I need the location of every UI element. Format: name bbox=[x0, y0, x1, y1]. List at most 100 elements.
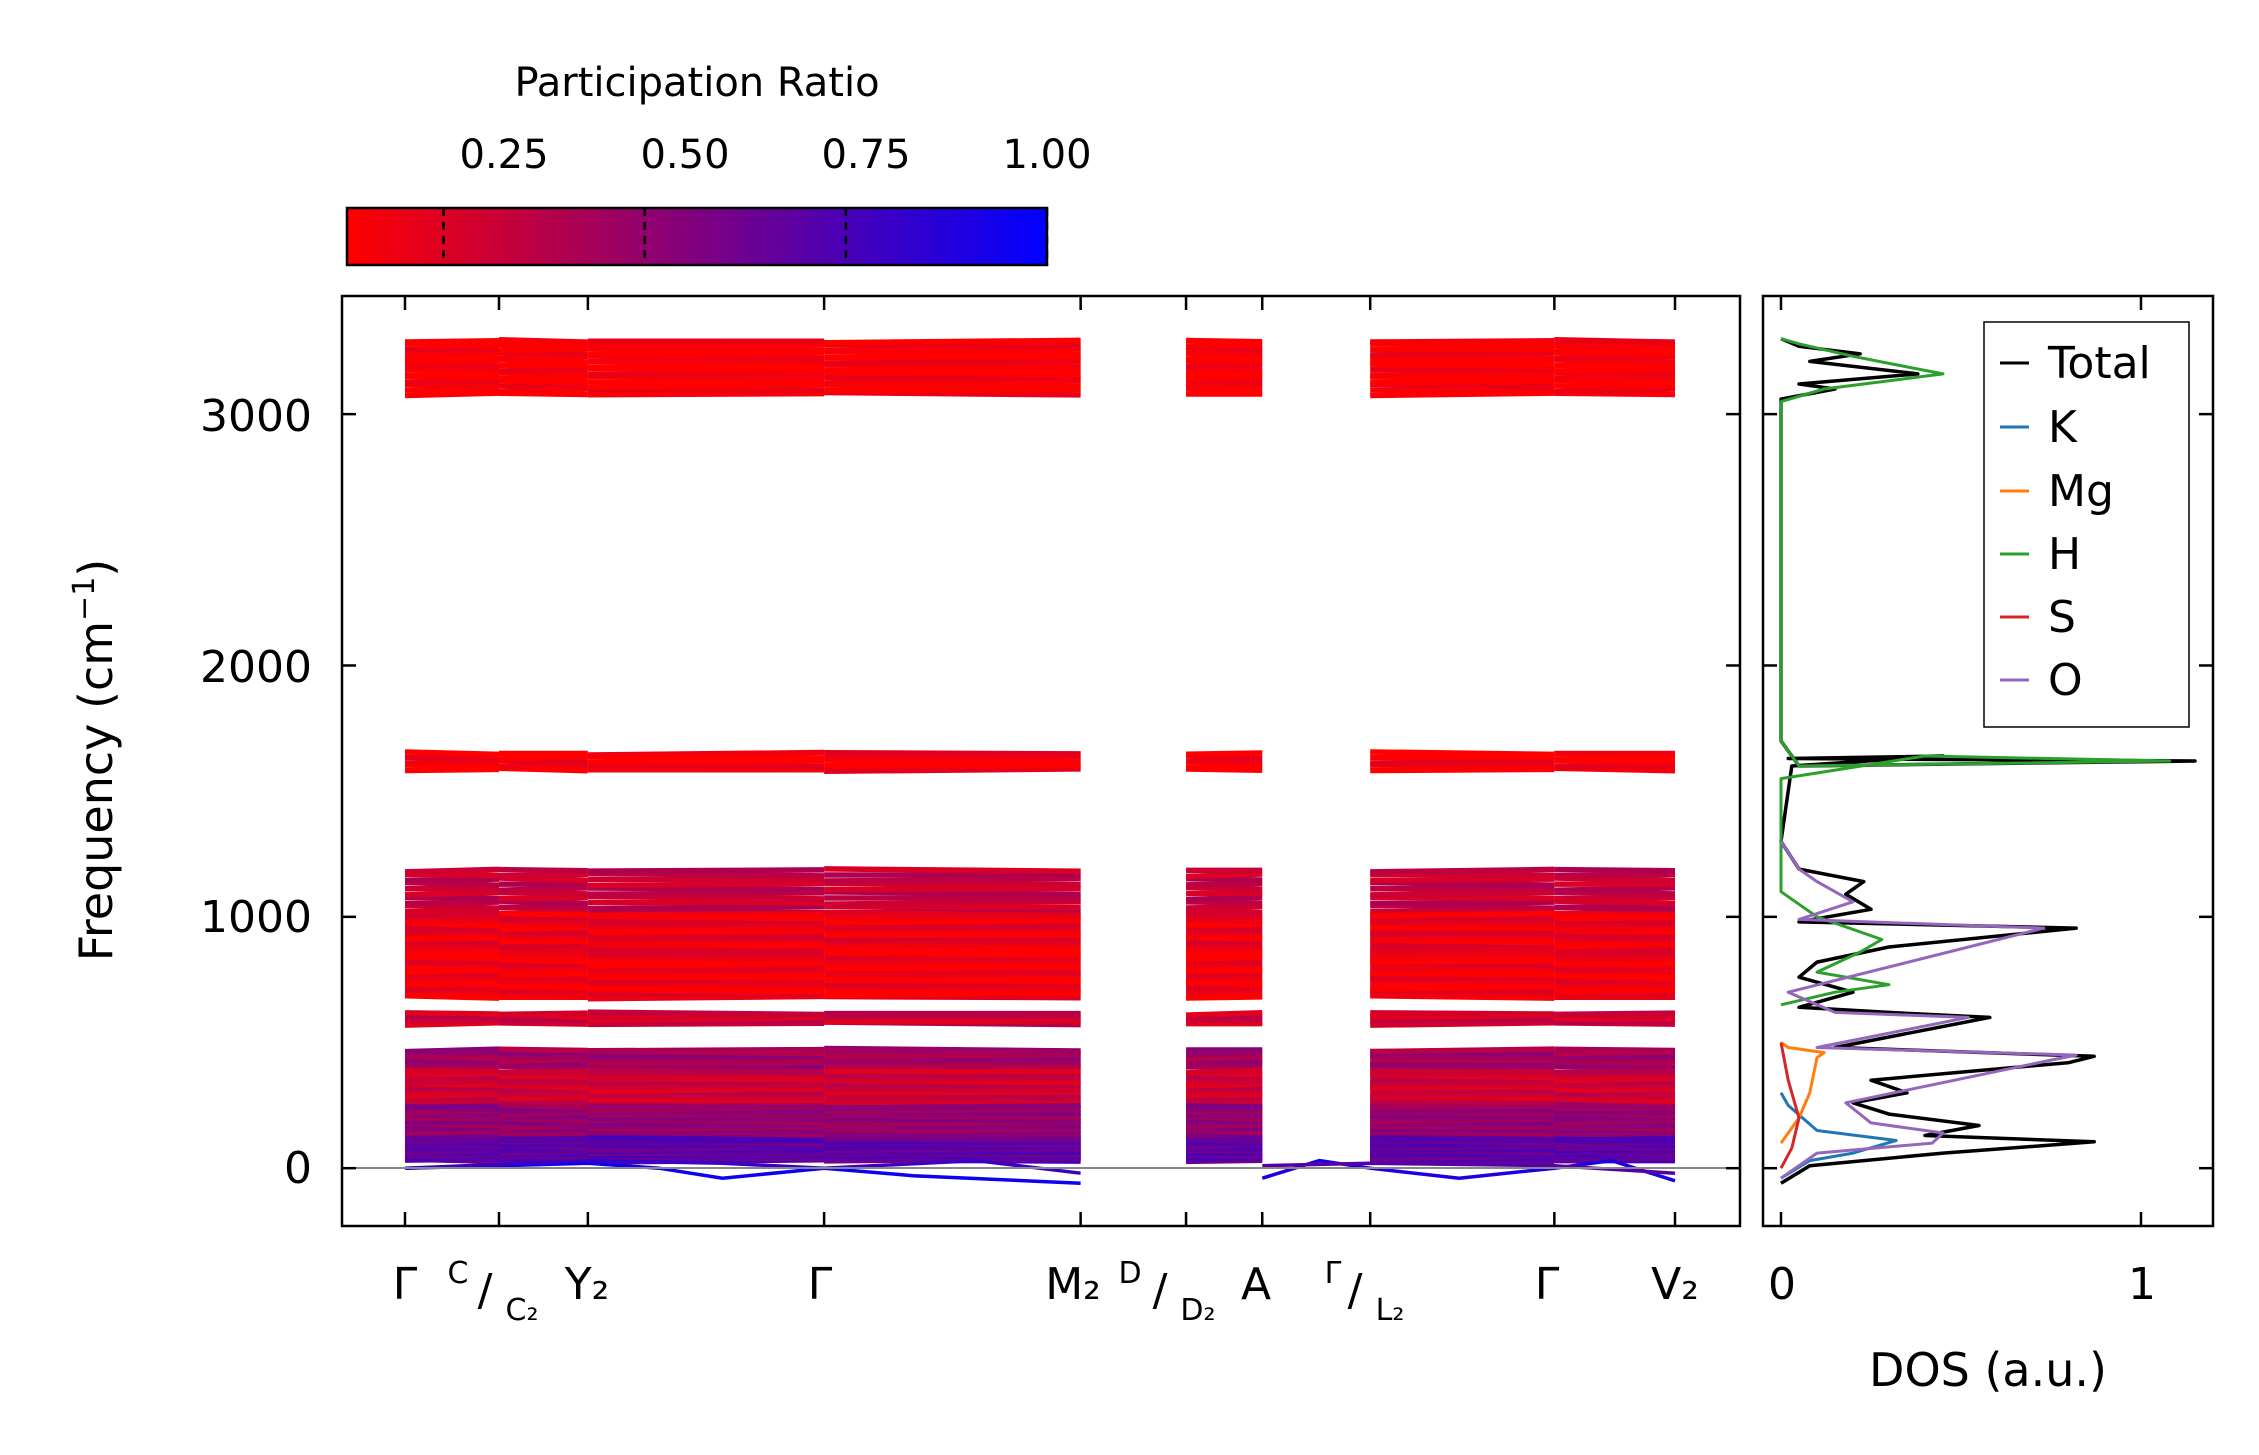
band-line bbox=[587, 1046, 825, 1054]
band-line bbox=[1554, 964, 1676, 972]
band-line bbox=[1554, 1136, 1676, 1143]
band-line bbox=[824, 898, 1081, 907]
band-line bbox=[824, 346, 1081, 353]
band-line bbox=[1370, 990, 1555, 998]
legend-entry-total: Total bbox=[2000, 338, 2151, 389]
svg-text:C: C bbox=[448, 1256, 469, 1291]
band-line bbox=[1370, 910, 1555, 919]
colorbar-tick-label: 0.50 bbox=[640, 132, 729, 178]
band-line bbox=[587, 870, 825, 879]
band-line bbox=[404, 378, 500, 386]
x-tick-label-a: A bbox=[1241, 1259, 1271, 1310]
band-line bbox=[824, 964, 1081, 972]
band-line bbox=[1370, 378, 1555, 386]
acoustic-branch bbox=[404, 1161, 1081, 1186]
band-line bbox=[1554, 898, 1676, 907]
band-line bbox=[824, 957, 1081, 966]
band-line bbox=[404, 894, 500, 902]
band-line bbox=[404, 370, 500, 378]
band-line bbox=[824, 973, 1081, 982]
band-line bbox=[1186, 342, 1263, 349]
band-line bbox=[1185, 871, 1263, 880]
y-tick-label: 3000 bbox=[200, 391, 312, 442]
band-line bbox=[824, 990, 1081, 999]
band-line bbox=[824, 903, 1081, 911]
band-line bbox=[824, 766, 1081, 775]
band-line bbox=[498, 941, 588, 950]
y-tick-label: 2000 bbox=[200, 642, 312, 693]
band-line bbox=[404, 950, 500, 959]
svg-text:O: O bbox=[2048, 655, 2083, 706]
x-tick-label-v2: V₂ bbox=[1651, 1259, 1699, 1310]
band-line bbox=[1370, 894, 1555, 902]
dos-series-o bbox=[1779, 840, 2078, 1180]
band-line bbox=[587, 903, 825, 912]
legend-entry-s: S bbox=[2000, 592, 2076, 643]
band-line bbox=[404, 1067, 500, 1075]
legend-entry-o: O bbox=[2000, 655, 2083, 706]
band-line bbox=[1554, 889, 1676, 897]
band-line bbox=[498, 336, 588, 345]
band-line bbox=[587, 993, 825, 1002]
band-line bbox=[587, 341, 825, 350]
x-tick-label-c-c2: C / C₂ bbox=[448, 1256, 539, 1328]
band-line bbox=[1185, 931, 1263, 940]
band-line bbox=[1370, 338, 1555, 345]
band-line bbox=[498, 354, 588, 361]
band-line bbox=[587, 1135, 825, 1143]
band-line bbox=[498, 1068, 588, 1075]
band-line bbox=[1370, 950, 1555, 959]
band-line bbox=[498, 971, 588, 978]
colorbar: Participation Ratio 0.25 0.50 0.75 1.00 bbox=[345, 60, 1092, 267]
band-line bbox=[498, 366, 588, 374]
band-line bbox=[1370, 757, 1555, 766]
band-line bbox=[1370, 358, 1555, 366]
band-line bbox=[1370, 370, 1555, 378]
band-line bbox=[404, 390, 500, 399]
band-line bbox=[1554, 980, 1676, 989]
band-line bbox=[404, 1135, 500, 1143]
band-line bbox=[498, 1010, 588, 1018]
band-line bbox=[824, 924, 1081, 932]
colorbar-tick-label: 0.25 bbox=[459, 132, 548, 178]
band-line bbox=[587, 749, 825, 758]
legend-entry-h: H bbox=[2000, 529, 2081, 580]
band-line bbox=[498, 875, 588, 884]
band-line bbox=[498, 345, 588, 354]
band-line bbox=[1370, 1010, 1555, 1017]
band-line bbox=[498, 894, 588, 902]
dos-x-tick-label: 0 bbox=[1768, 1259, 1796, 1310]
band-line bbox=[824, 337, 1081, 346]
band-line bbox=[824, 941, 1081, 949]
band-line bbox=[587, 350, 825, 357]
band-line bbox=[1185, 954, 1263, 963]
band-line bbox=[1186, 1103, 1263, 1110]
band-line bbox=[1554, 875, 1676, 884]
band-line bbox=[498, 987, 588, 995]
band-line bbox=[1185, 987, 1263, 995]
band-line bbox=[1554, 914, 1676, 922]
band-line bbox=[1186, 921, 1263, 929]
band-line bbox=[404, 1103, 500, 1111]
band-line bbox=[498, 753, 588, 762]
band-line bbox=[498, 924, 588, 933]
band-line bbox=[404, 990, 500, 998]
svg-text:D₂: D₂ bbox=[1180, 1293, 1215, 1328]
band-line bbox=[1370, 899, 1555, 907]
acoustic-branch bbox=[1262, 1161, 1676, 1175]
band-line bbox=[587, 951, 825, 959]
band-line bbox=[1186, 904, 1263, 911]
band-line bbox=[1185, 914, 1263, 923]
band-line bbox=[1370, 871, 1555, 879]
band-line bbox=[1370, 935, 1555, 942]
dos-series-h bbox=[1779, 337, 2172, 1007]
band-line bbox=[404, 349, 500, 358]
band-line bbox=[404, 749, 500, 758]
band-line bbox=[824, 866, 1081, 874]
band-line bbox=[498, 885, 588, 894]
x-tick-label-gamma: Γ bbox=[808, 1259, 833, 1310]
band-line bbox=[1186, 899, 1263, 906]
svg-text:D: D bbox=[1118, 1256, 1141, 1291]
band-line bbox=[1186, 382, 1263, 390]
